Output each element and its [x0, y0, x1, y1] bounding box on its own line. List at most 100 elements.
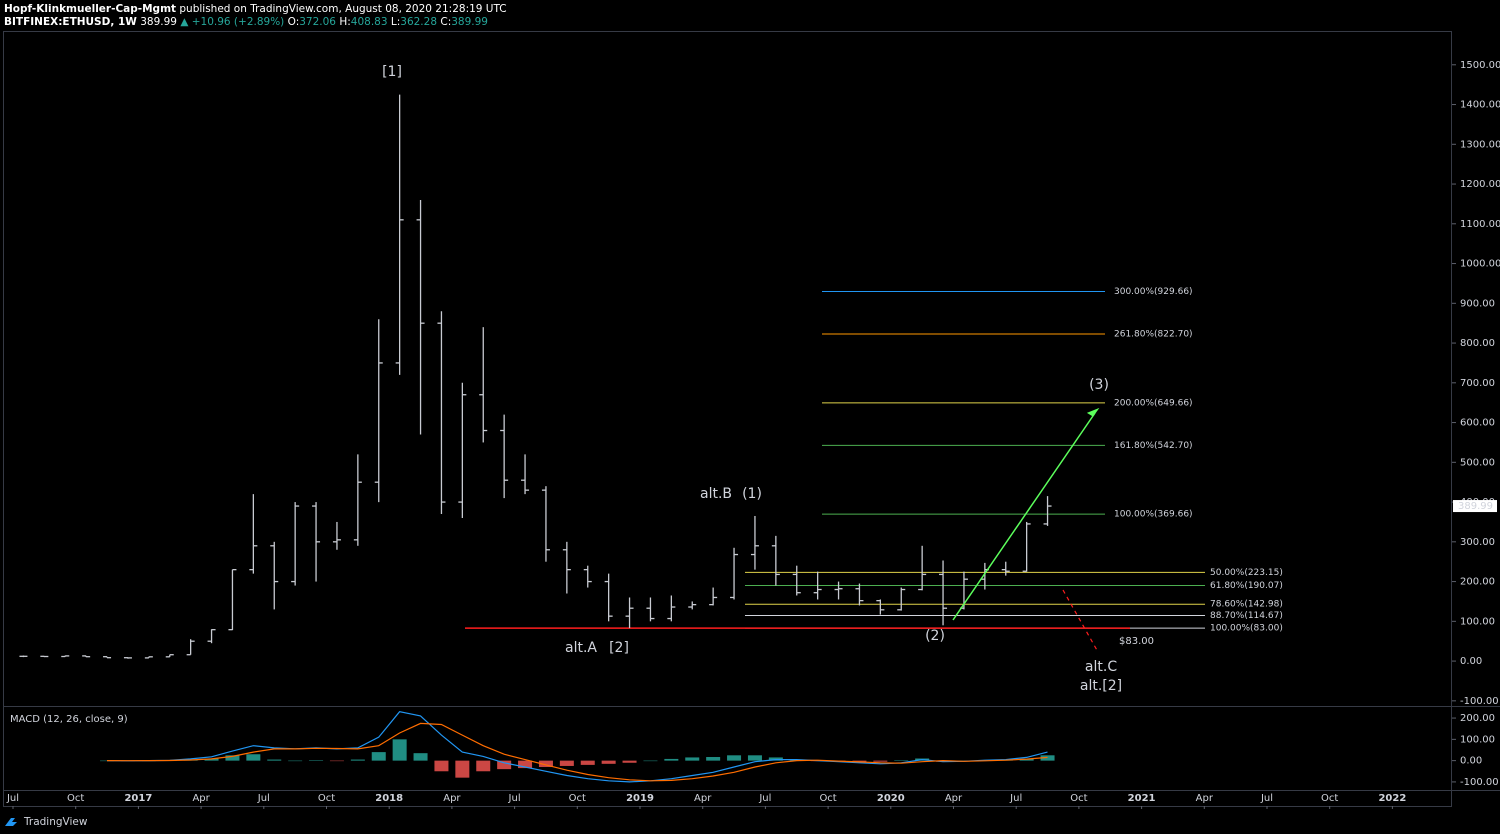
macd-histogram	[894, 760, 909, 761]
macd-histogram	[350, 759, 365, 761]
y-tick-label: 100.00	[1460, 734, 1495, 745]
macd-histogram	[371, 752, 386, 761]
x-tick-label: 2022	[1378, 793, 1406, 804]
macd-histogram	[622, 760, 637, 763]
wave-arrow-head	[1086, 407, 1100, 417]
x-tick-label: Oct	[819, 793, 836, 804]
x-tick-label: Apr	[694, 793, 712, 804]
author: Hopf-Klinkmueller-Cap-Mgmt	[4, 3, 176, 15]
y-tick-label: 1400.00	[1460, 100, 1500, 111]
x-tick-label: Jul	[758, 793, 771, 804]
open-value: 372.06	[299, 16, 336, 28]
y-tick-label: 1200.00	[1460, 179, 1500, 190]
macd-histogram	[434, 760, 449, 772]
x-tick-label: Jul	[257, 793, 270, 804]
change: ▲ +10.96 (+2.89%)	[180, 16, 284, 28]
x-tick-label: 2019	[626, 793, 654, 804]
macd-histogram	[1019, 758, 1034, 761]
macd-histogram	[329, 760, 344, 762]
x-tick-label: 2020	[877, 793, 905, 804]
x-tick-label: Jul	[508, 793, 521, 804]
x-tick-label: Apr	[192, 793, 210, 804]
symbol: BITFINEX:ETHUSD, 1W	[4, 16, 137, 28]
macd-histogram	[706, 757, 721, 761]
y-tick-label: 1500.00	[1460, 60, 1500, 71]
fib-label: 88.70%(114.67)	[1210, 611, 1283, 621]
macd-histogram	[518, 760, 533, 769]
y-tick-label: 1300.00	[1460, 139, 1500, 150]
macd-histogram	[267, 759, 282, 761]
y-tick-label: 500.00	[1460, 457, 1495, 468]
fib-label: 300.00%(929.66)	[1114, 287, 1193, 297]
published: published on TradingView.com, August 08,…	[179, 3, 506, 15]
x-tick-label: Apr	[945, 793, 963, 804]
fib-label: 261.80%(822.70)	[1114, 330, 1193, 340]
fib-label: 50.00%(223.15)	[1210, 568, 1283, 578]
x-tick-label: Oct	[67, 793, 84, 804]
macd-histogram	[497, 760, 512, 770]
last-price-tag-label: 389.99	[1458, 501, 1493, 512]
y-tick-label: 200.00	[1460, 577, 1495, 588]
macd-histogram	[413, 753, 428, 761]
x-tick-label: Oct	[318, 793, 335, 804]
y-tick-label: 600.00	[1460, 418, 1495, 429]
macd-histogram	[664, 758, 679, 761]
y-tick-label: 700.00	[1460, 378, 1495, 389]
header-line-1: Hopf-Klinkmueller-Cap-Mgmt published on …	[4, 3, 507, 15]
footer-brand: TradingView	[23, 816, 88, 828]
high-value: 408.83	[351, 16, 388, 28]
annotation: [1]	[382, 64, 402, 80]
fib-label: 100.00%(83.00)	[1210, 624, 1283, 634]
y-tick-label: 0.00	[1460, 756, 1482, 767]
macd-histogram	[246, 754, 261, 761]
low-label: L:	[391, 16, 400, 28]
macd-histogram	[747, 755, 762, 761]
macd-title: MACD (12, 26, close, 9)	[10, 714, 128, 725]
open-label: O:	[288, 16, 300, 28]
macd-histogram	[476, 760, 491, 772]
y-tick-label: 200.00	[1460, 713, 1495, 724]
annotation: (2)	[925, 628, 945, 644]
annotation: (3)	[1089, 377, 1109, 393]
x-tick-label: Apr	[1196, 793, 1214, 804]
macd-histogram	[225, 755, 240, 761]
macd-histogram	[643, 760, 658, 762]
alt-path	[1062, 589, 1099, 653]
macd-histogram	[873, 760, 888, 762]
fib-label: 78.60%(142.98)	[1210, 600, 1283, 610]
high-label: H:	[339, 16, 350, 28]
macd-histogram	[852, 760, 867, 762]
x-tick-label: Jul	[1260, 793, 1273, 804]
fib-label: 61.80%(190.07)	[1210, 581, 1283, 591]
y-tick-label: 800.00	[1460, 338, 1495, 349]
fib-label: 100.00%(369.66)	[1114, 510, 1193, 520]
macd-histogram	[1040, 755, 1055, 761]
y-tick-label: 100.00	[1460, 616, 1495, 627]
y-tick-label: -100.00	[1460, 777, 1499, 788]
low-value: 362.28	[400, 16, 437, 28]
macd-histogram	[455, 760, 470, 778]
last-price: 389.99	[140, 16, 177, 28]
logo	[5, 818, 17, 826]
macd-histogram	[204, 758, 219, 761]
support-label: $83.00	[1119, 636, 1154, 647]
annotation: alt.B	[700, 486, 732, 502]
fib-label: 161.80%(542.70)	[1114, 441, 1193, 451]
macd-histogram	[685, 757, 700, 761]
close-value: 389.99	[451, 16, 488, 28]
x-tick-label: Oct	[1321, 793, 1338, 804]
macd-histogram	[538, 760, 553, 768]
macd-histogram	[392, 739, 407, 761]
x-tick-label: Apr	[443, 793, 461, 804]
x-tick-label: Jul	[6, 793, 19, 804]
annotation: alt.A	[565, 640, 597, 656]
y-tick-label: 0.00	[1460, 656, 1482, 667]
x-tick-label: 2018	[375, 793, 403, 804]
y-tick-label: 1000.00	[1460, 259, 1500, 270]
x-tick-label: Jul	[1009, 793, 1022, 804]
macd-histogram	[309, 760, 324, 761]
x-tick-label: 2017	[124, 793, 152, 804]
fib-label: 200.00%(649.66)	[1114, 398, 1193, 408]
